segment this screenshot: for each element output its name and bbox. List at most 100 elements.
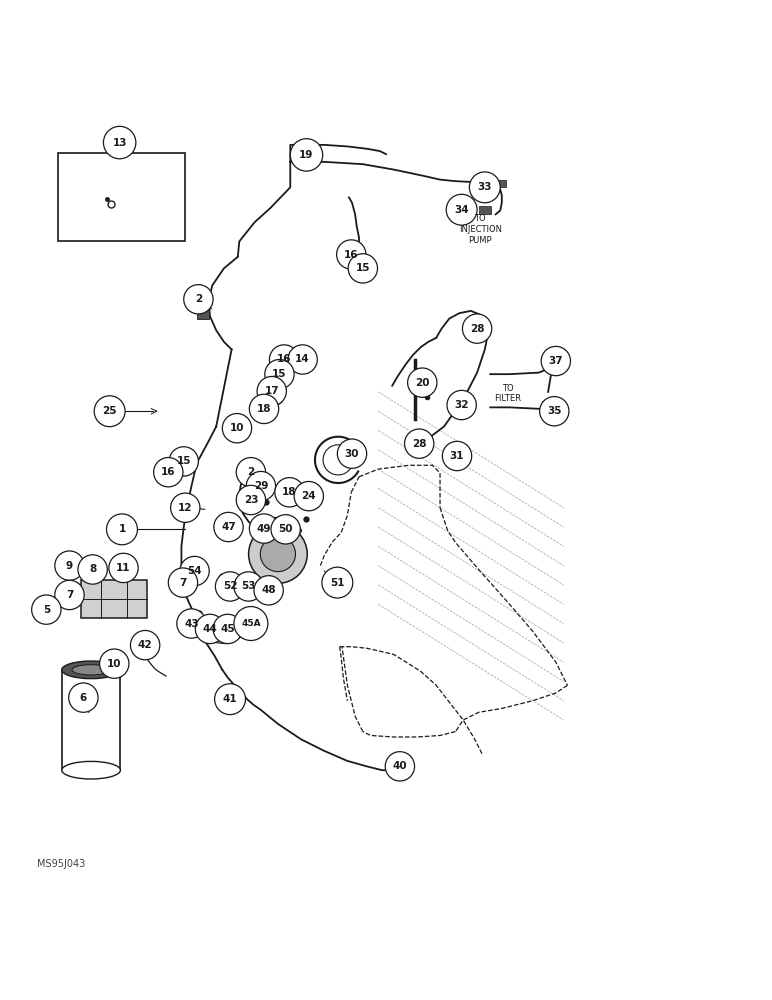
Ellipse shape	[72, 665, 110, 675]
Text: 7: 7	[179, 578, 187, 588]
Circle shape	[130, 630, 160, 660]
Circle shape	[348, 254, 378, 283]
Text: 45: 45	[221, 624, 235, 634]
Circle shape	[180, 556, 209, 586]
Circle shape	[294, 481, 323, 511]
Circle shape	[69, 683, 98, 712]
Circle shape	[213, 614, 242, 644]
Text: 37: 37	[549, 356, 563, 366]
Text: 29: 29	[254, 481, 268, 491]
Text: 8: 8	[89, 564, 96, 574]
Circle shape	[55, 551, 84, 580]
Text: 16: 16	[161, 467, 175, 477]
Text: 1: 1	[118, 524, 126, 534]
Circle shape	[94, 396, 125, 427]
Text: TO
FILTER: TO FILTER	[495, 384, 521, 403]
Text: 16: 16	[277, 354, 291, 364]
Circle shape	[405, 429, 434, 458]
Text: 45A: 45A	[241, 619, 261, 628]
Text: 20: 20	[415, 378, 429, 388]
Text: 16: 16	[344, 250, 358, 260]
Text: 10: 10	[230, 423, 244, 433]
Text: 15: 15	[356, 263, 370, 273]
Text: 24: 24	[302, 491, 316, 501]
Bar	[360, 263, 374, 271]
Text: 13: 13	[113, 138, 127, 148]
Text: 15: 15	[177, 456, 191, 466]
Text: 42: 42	[138, 640, 152, 650]
Circle shape	[154, 458, 183, 487]
Ellipse shape	[62, 661, 120, 679]
Circle shape	[184, 285, 213, 314]
Text: 34: 34	[455, 205, 469, 215]
Text: 9: 9	[66, 561, 73, 571]
Text: 51: 51	[330, 578, 344, 588]
Circle shape	[214, 512, 243, 542]
Bar	[479, 206, 491, 214]
Circle shape	[288, 345, 317, 374]
Text: 28: 28	[412, 439, 426, 449]
Text: 41: 41	[223, 694, 237, 704]
Text: 2: 2	[247, 467, 255, 477]
Circle shape	[265, 359, 294, 389]
Circle shape	[385, 752, 415, 781]
Circle shape	[541, 346, 571, 376]
Circle shape	[234, 572, 263, 601]
Circle shape	[442, 441, 472, 471]
Text: 6: 6	[80, 693, 87, 703]
Text: 18: 18	[257, 404, 271, 414]
Circle shape	[169, 447, 198, 476]
Text: 44: 44	[202, 624, 218, 634]
Circle shape	[236, 485, 266, 515]
Circle shape	[322, 567, 353, 598]
Circle shape	[446, 194, 477, 225]
Text: 31: 31	[450, 451, 464, 461]
Bar	[197, 310, 209, 319]
Circle shape	[107, 514, 137, 545]
Bar	[542, 401, 556, 410]
Circle shape	[32, 595, 61, 624]
Text: 14: 14	[296, 354, 310, 364]
Text: 52: 52	[223, 581, 237, 591]
Circle shape	[195, 614, 225, 644]
Circle shape	[168, 568, 198, 597]
Text: 7: 7	[66, 590, 73, 600]
Text: 28: 28	[470, 324, 484, 334]
Text: 49: 49	[257, 524, 271, 534]
Bar	[62, 670, 120, 770]
Text: 50: 50	[279, 524, 293, 534]
Circle shape	[249, 525, 307, 583]
Circle shape	[236, 458, 266, 487]
Circle shape	[469, 172, 500, 203]
Circle shape	[234, 607, 268, 641]
Text: 54: 54	[188, 566, 201, 576]
Circle shape	[540, 397, 569, 426]
Text: 43: 43	[185, 619, 198, 629]
Circle shape	[290, 139, 323, 171]
Text: 12: 12	[178, 503, 192, 513]
Bar	[81, 580, 147, 618]
Circle shape	[249, 514, 279, 543]
Text: 11: 11	[117, 563, 130, 573]
Circle shape	[257, 376, 286, 406]
Bar	[350, 257, 364, 265]
Circle shape	[271, 515, 300, 544]
Circle shape	[246, 471, 276, 501]
Circle shape	[249, 394, 279, 424]
Circle shape	[269, 345, 299, 374]
Circle shape	[408, 368, 437, 397]
Circle shape	[215, 684, 245, 715]
Text: 10: 10	[107, 659, 121, 669]
Text: TO
INJECTION
PUMP: TO INJECTION PUMP	[459, 214, 502, 245]
Circle shape	[215, 572, 245, 601]
Ellipse shape	[266, 517, 290, 526]
Circle shape	[109, 553, 138, 583]
Circle shape	[103, 126, 136, 159]
Text: 15: 15	[273, 369, 286, 379]
Bar	[411, 373, 425, 381]
Text: 23: 23	[244, 495, 258, 505]
Circle shape	[462, 314, 492, 343]
Circle shape	[447, 390, 476, 420]
Text: MS95J043: MS95J043	[37, 859, 85, 869]
Circle shape	[78, 555, 107, 584]
